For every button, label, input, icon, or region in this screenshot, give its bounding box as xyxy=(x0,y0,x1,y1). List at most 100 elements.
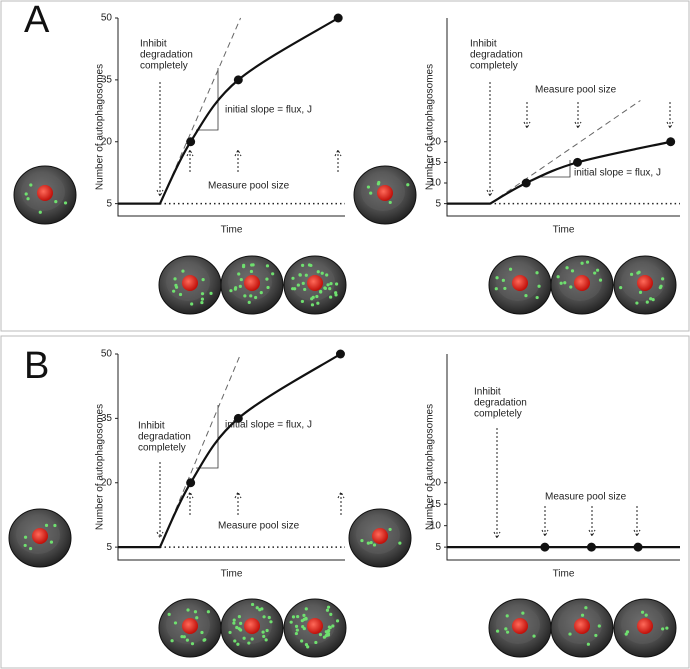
y-tick-label: 10 xyxy=(430,520,442,531)
nucleus xyxy=(574,275,590,291)
autophagosome xyxy=(301,281,305,285)
autophagosome xyxy=(228,630,232,635)
cell xyxy=(550,255,614,315)
y-tick-label: 35 xyxy=(101,75,113,86)
data-point xyxy=(186,478,196,488)
autophagosome xyxy=(326,283,330,287)
autophagosome xyxy=(249,269,254,274)
autophagosome xyxy=(302,617,306,621)
nucleus xyxy=(574,618,590,634)
data-line xyxy=(118,353,342,549)
autophagosome xyxy=(300,639,304,643)
autophagosome xyxy=(243,294,247,298)
panel-label: B xyxy=(24,345,49,387)
autophagosome xyxy=(301,263,305,267)
autophagosome xyxy=(504,627,508,631)
nucleus xyxy=(37,185,53,201)
slope-triangle xyxy=(196,405,219,469)
data-point xyxy=(572,157,582,167)
autophagosome xyxy=(314,640,318,645)
autophagosome xyxy=(250,602,255,607)
autophagosome xyxy=(388,200,392,205)
y-tick-label: 15 xyxy=(430,499,442,510)
autophagosome xyxy=(266,285,270,290)
autophagosome xyxy=(294,624,299,628)
nucleus xyxy=(637,275,653,291)
autophagosome xyxy=(318,633,323,637)
autophagosome xyxy=(49,540,54,544)
cell xyxy=(488,598,552,658)
autophagosome xyxy=(209,291,213,295)
y-axis xyxy=(446,18,680,217)
autophagosome xyxy=(506,630,510,634)
cell xyxy=(283,598,347,658)
autophagosome xyxy=(173,277,177,281)
autophagosome xyxy=(645,300,649,304)
x-axis-label: Time xyxy=(553,225,575,236)
autophagosome xyxy=(563,281,567,285)
panel-border xyxy=(0,335,690,669)
autophagosome xyxy=(234,286,238,290)
autophagosome xyxy=(247,300,251,305)
nucleus xyxy=(307,618,323,634)
cell xyxy=(488,255,552,315)
nucleus xyxy=(244,275,260,291)
autophagosome xyxy=(195,616,199,620)
y-tick-label: 5 xyxy=(435,198,441,209)
autophagosome xyxy=(250,263,254,267)
autophagosome xyxy=(267,615,271,620)
data-point xyxy=(333,13,343,23)
y-tick-label: 5 xyxy=(435,542,441,553)
autophagosome xyxy=(262,615,266,619)
data-point xyxy=(586,542,596,552)
nucleus xyxy=(32,528,48,544)
autophagosome xyxy=(640,610,645,614)
x-axis-label: Time xyxy=(221,569,243,580)
autophagosome xyxy=(261,630,265,634)
autophagosome xyxy=(302,613,306,617)
autophagosome xyxy=(242,263,246,267)
annotation-arrow xyxy=(337,490,345,515)
nucleus xyxy=(512,275,528,291)
autophagosome xyxy=(200,297,205,301)
y-tick-label: 35 xyxy=(101,413,113,424)
autophagosome xyxy=(23,535,28,539)
y-tick-label: 10 xyxy=(430,178,442,189)
autophagosome xyxy=(323,286,327,290)
autophagosome xyxy=(242,636,246,640)
annotation-text: degradation xyxy=(470,50,523,61)
y-axis-label: Number of autophagosomes xyxy=(95,64,106,190)
autophagosome xyxy=(593,271,597,275)
autophagosome xyxy=(326,633,331,637)
tangent-line xyxy=(489,100,641,205)
autophagosome xyxy=(253,295,258,300)
autophagosome xyxy=(508,267,513,271)
autophagosome xyxy=(202,638,206,642)
autophagosome xyxy=(258,608,262,612)
autophagosome xyxy=(580,613,585,617)
autophagosome xyxy=(54,200,58,204)
cells xyxy=(8,165,677,658)
annotation-text: completely xyxy=(138,443,186,454)
autophagosome xyxy=(319,289,323,294)
autophagosome xyxy=(406,183,410,187)
autophagosome xyxy=(309,263,313,268)
y-tick-label: 50 xyxy=(101,13,113,24)
autophagosome xyxy=(271,272,275,276)
annotation-text: Inhibit xyxy=(470,39,497,50)
cell xyxy=(353,165,417,225)
autophagosome xyxy=(638,290,643,294)
autophagosome xyxy=(649,297,653,301)
autophagosome xyxy=(559,281,563,285)
autophagosome xyxy=(233,639,237,643)
autophagosome xyxy=(174,283,178,287)
y-axis xyxy=(117,18,345,217)
autophagosome xyxy=(239,277,243,282)
autophagosome xyxy=(619,286,623,290)
autophagosome xyxy=(644,613,648,617)
autophagosome xyxy=(303,287,307,292)
cell xyxy=(8,508,72,568)
autophagosome xyxy=(190,642,195,646)
autophagosome xyxy=(494,287,498,291)
autophagosome xyxy=(596,268,600,272)
